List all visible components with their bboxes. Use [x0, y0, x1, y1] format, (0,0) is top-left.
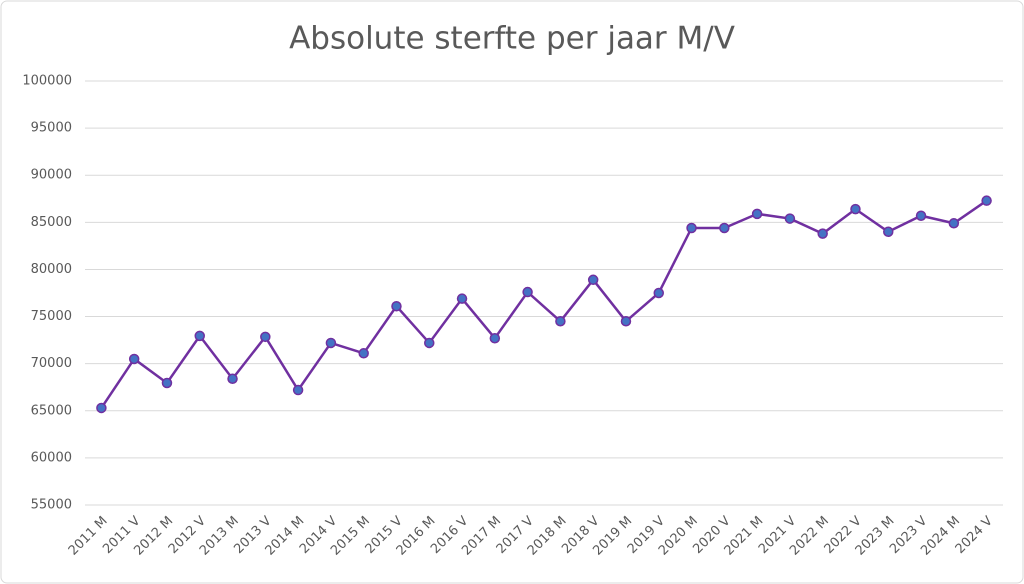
y-tick-label: 75000 [31, 309, 72, 324]
marker [292, 384, 304, 396]
marker [751, 208, 763, 220]
y-tick-label: 100000 [22, 74, 72, 89]
marker [883, 226, 894, 238]
marker [784, 213, 796, 224]
marker [260, 331, 271, 343]
marker [817, 228, 828, 239]
marker [194, 330, 205, 342]
marker [227, 373, 238, 384]
line [100, 199, 988, 409]
marker [686, 222, 697, 234]
marker [719, 222, 730, 234]
y-tick-label: 55000 [31, 498, 72, 513]
marker [456, 293, 468, 304]
y-tick-label: 95000 [31, 121, 72, 136]
y-tick-label: 85000 [31, 215, 72, 230]
marker [915, 210, 927, 221]
marker [620, 316, 632, 327]
marker [358, 348, 369, 359]
marker [653, 287, 664, 299]
y-tick-label: 80000 [31, 262, 72, 277]
y-tick-label: 65000 [31, 403, 72, 418]
marker [850, 203, 861, 215]
y-tick-label: 70000 [31, 356, 72, 371]
marker [522, 286, 533, 298]
y-tick-label: 60000 [31, 450, 72, 465]
marker [161, 377, 173, 389]
marker [96, 402, 107, 414]
marker [424, 337, 435, 349]
chart-title: Absolute sterfte per jaar M/V [289, 21, 735, 57]
marker [981, 195, 992, 206]
marker [587, 274, 599, 286]
marker [555, 316, 566, 327]
marker [489, 332, 501, 344]
marker [325, 337, 337, 349]
marker [391, 300, 402, 312]
y-tick-label: 90000 [31, 168, 72, 183]
marker [128, 353, 140, 365]
marker [948, 218, 960, 229]
